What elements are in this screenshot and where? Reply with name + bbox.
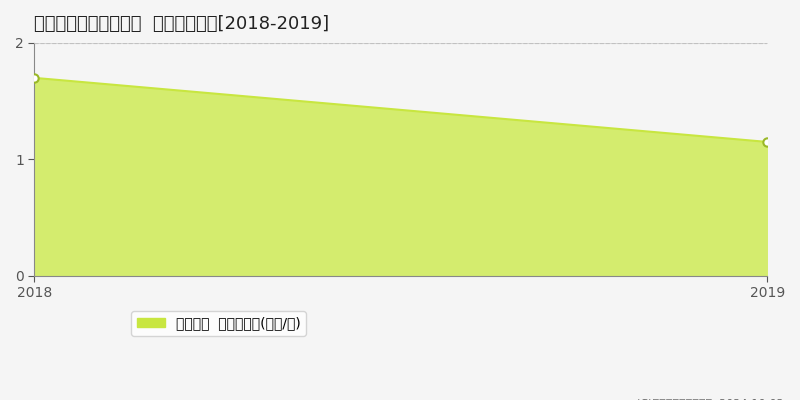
Text: 南会津郡南会津町長野  土地価格推移[2018-2019]: 南会津郡南会津町長野 土地価格推移[2018-2019] <box>34 15 330 33</box>
Text: (C)土地価格ドットコム  2024-10-03: (C)土地価格ドットコム 2024-10-03 <box>637 398 784 400</box>
Legend: 土地価格  平均坐単価(万円/坐): 土地価格 平均坐単価(万円/坐) <box>131 311 306 336</box>
